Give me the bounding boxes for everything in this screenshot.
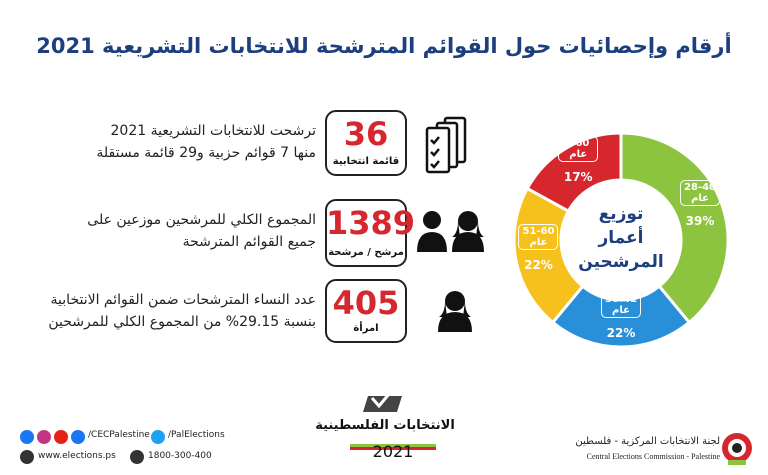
org-english: Central Elections Commission - Palestine (586, 452, 720, 461)
campaign-name: الانتخابات الفلسطينية (315, 418, 455, 433)
ballot-icon (350, 387, 436, 450)
twitter-handle: /PalElections (168, 430, 225, 440)
stat-number: 36 (343, 115, 389, 153)
stat-number: 405 (332, 284, 400, 322)
org-arabic: لجنة الانتخابات المركزية - فلسطين (575, 436, 720, 447)
stat-text: ترشحت للانتخابات التشريعية 2021 (110, 123, 317, 139)
phone: 1800-300-400 (148, 451, 212, 461)
facebook-handle: /CECPalestine (88, 430, 150, 440)
stat-label: امرأة (353, 323, 379, 334)
stat-label: قائمة انتخابية (332, 156, 400, 167)
people-icon (417, 211, 484, 332)
stat-boxes (325, 110, 407, 343)
list-icon (425, 116, 467, 174)
stat-label: مرشح / مرشحة (328, 247, 404, 258)
segment-value: 22% (606, 326, 636, 340)
donut-segment (512, 186, 585, 325)
stat-text: بنسبة 29.15% من المجموع الكلي للمرشحين (48, 314, 316, 330)
stat-text: جميع القوائم المترشحة (182, 234, 316, 250)
stat-text: عدد النساء المترشحات ضمن القوائم الانتخا… (50, 292, 316, 308)
stat-number: 1389 (326, 204, 416, 242)
stat-text: منها 7 قوائم حزبية و29 قائمة مستقلة (96, 145, 316, 161)
segment-label: 60+ عام (558, 135, 599, 162)
donut-title: توزيع أعمار المرشحين (578, 204, 664, 272)
segment-value: 39% (685, 213, 715, 228)
cec-logo (722, 433, 752, 465)
stat-text: المجموع الكلي للمرشحين موزعين على (87, 212, 316, 228)
donut-segment (550, 284, 692, 349)
segment-value: 22% (524, 257, 553, 272)
website: www.elections.ps (38, 451, 116, 461)
page-title: أرقام وإحصائيات حول القوائم المترشحة للا… (36, 34, 732, 58)
segment-label: 50-41 عام (601, 292, 641, 318)
campaign-year: 2021 (372, 442, 414, 461)
segment-label: 51-60 عام (518, 223, 559, 250)
segment-value: 17% (563, 169, 593, 184)
segment-label: 28-40 عام (680, 179, 721, 206)
social-icons (20, 430, 165, 464)
